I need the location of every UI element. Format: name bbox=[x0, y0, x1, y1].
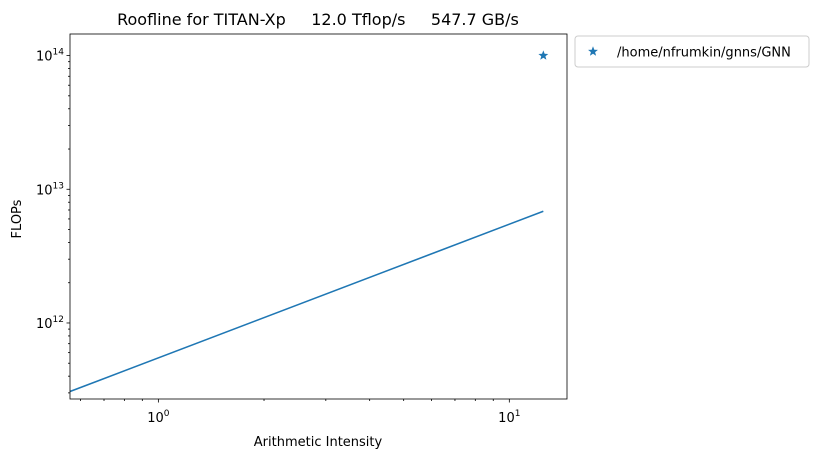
legend-frame bbox=[574, 35, 810, 68]
y-tick-label: 1014 bbox=[36, 48, 64, 65]
roofline-series-line bbox=[70, 210, 544, 393]
x-tick-label: 101 bbox=[498, 409, 520, 426]
y-tick-label: 1013 bbox=[36, 181, 64, 198]
x-tick-label-exponent: 0 bbox=[164, 409, 170, 419]
x-tick-label-base: 10 bbox=[147, 411, 164, 426]
legend-star-marker bbox=[588, 46, 598, 56]
y-tick-label-exponent: 14 bbox=[53, 48, 65, 58]
chart-title: Roofline for TITAN-Xp 12.0 Tflop/s 547.7… bbox=[117, 10, 519, 29]
y-tick-label-base: 10 bbox=[36, 317, 53, 332]
scatter-point-star bbox=[538, 50, 549, 60]
y-axis-label: FLOPs bbox=[10, 199, 25, 238]
x-tick-label: 100 bbox=[147, 409, 170, 426]
y-tick-label-base: 10 bbox=[36, 183, 53, 198]
x-tick-label-base: 10 bbox=[498, 411, 515, 426]
y-tick-label-exponent: 13 bbox=[53, 181, 64, 191]
legend-star bbox=[588, 46, 598, 56]
legend: /home/nfrumkin/gnns/GNN bbox=[574, 35, 810, 68]
y-tick-label-base: 10 bbox=[36, 50, 53, 65]
x-axis-label: Arithmetic Intensity bbox=[254, 435, 383, 450]
plot-frame bbox=[69, 33, 568, 400]
x-tick-label-exponent: 1 bbox=[515, 409, 521, 419]
y-tick-label-exponent: 12 bbox=[53, 315, 64, 325]
legend-entry-label: /home/nfrumkin/gnns/GNN bbox=[617, 46, 791, 61]
y-tick-label: 1012 bbox=[36, 315, 64, 332]
